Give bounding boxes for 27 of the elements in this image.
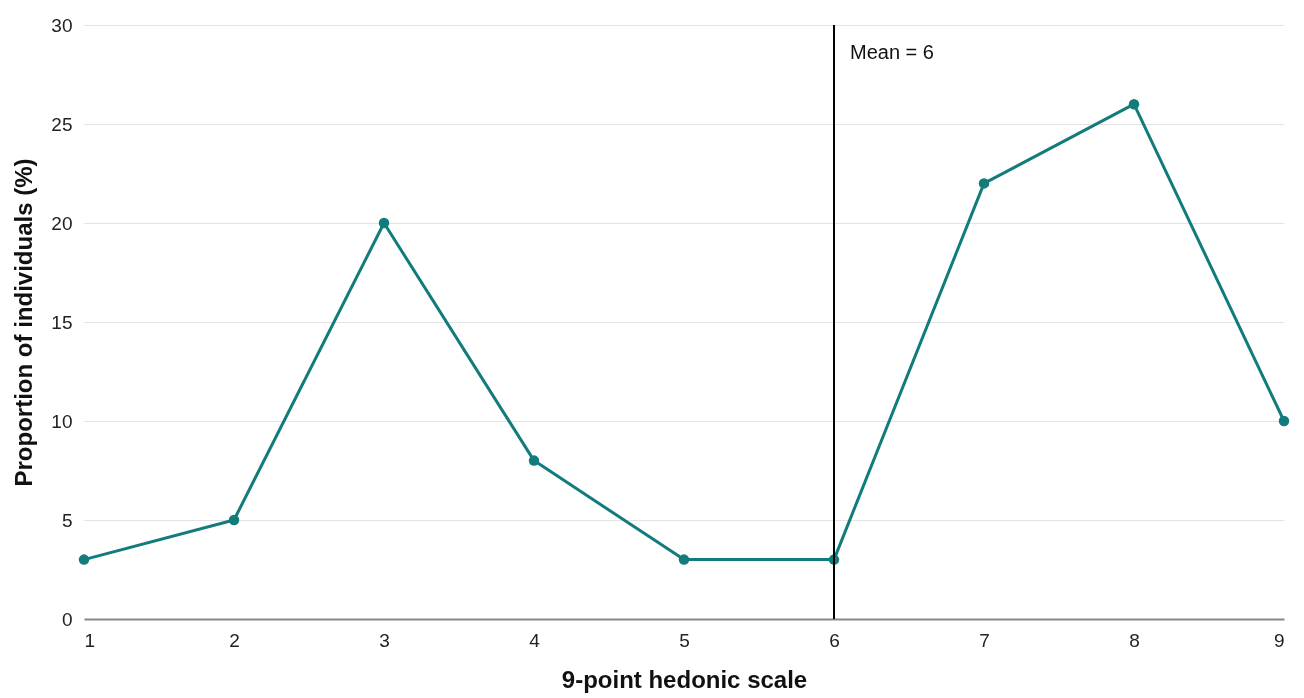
x-tick-label: 7 xyxy=(979,629,990,651)
x-tick-label: 5 xyxy=(679,629,690,651)
y-tick-label: 25 xyxy=(51,113,73,135)
ref-line-label: Mean = 6 xyxy=(850,41,934,63)
y-tick-label: 5 xyxy=(61,509,73,531)
x-tick-label: 6 xyxy=(829,629,840,651)
y-axis-title: Proportion of individuals (%) xyxy=(10,158,38,487)
x-tick-label: 3 xyxy=(379,629,390,651)
y-tick-label: 20 xyxy=(51,212,73,234)
point xyxy=(678,554,690,565)
x-tick-label: 8 xyxy=(1129,629,1140,651)
x-tick-label: 2 xyxy=(229,629,240,651)
x-axis-title: 9-point hedonic scale xyxy=(561,665,808,693)
y-tick-label: 0 xyxy=(61,608,73,630)
x-tick-label: 4 xyxy=(529,629,541,651)
point xyxy=(978,178,990,189)
y-tick-label: 30 xyxy=(51,14,73,36)
y-tick-label: 10 xyxy=(51,410,73,432)
point xyxy=(528,455,540,466)
point xyxy=(1128,98,1140,110)
point xyxy=(378,217,390,229)
point xyxy=(1278,415,1290,427)
point xyxy=(78,554,90,565)
x-tick-label: 9 xyxy=(1273,629,1285,651)
y-tick-label: 15 xyxy=(51,311,73,333)
x-tick-label: 1 xyxy=(84,629,96,651)
point xyxy=(228,514,240,526)
